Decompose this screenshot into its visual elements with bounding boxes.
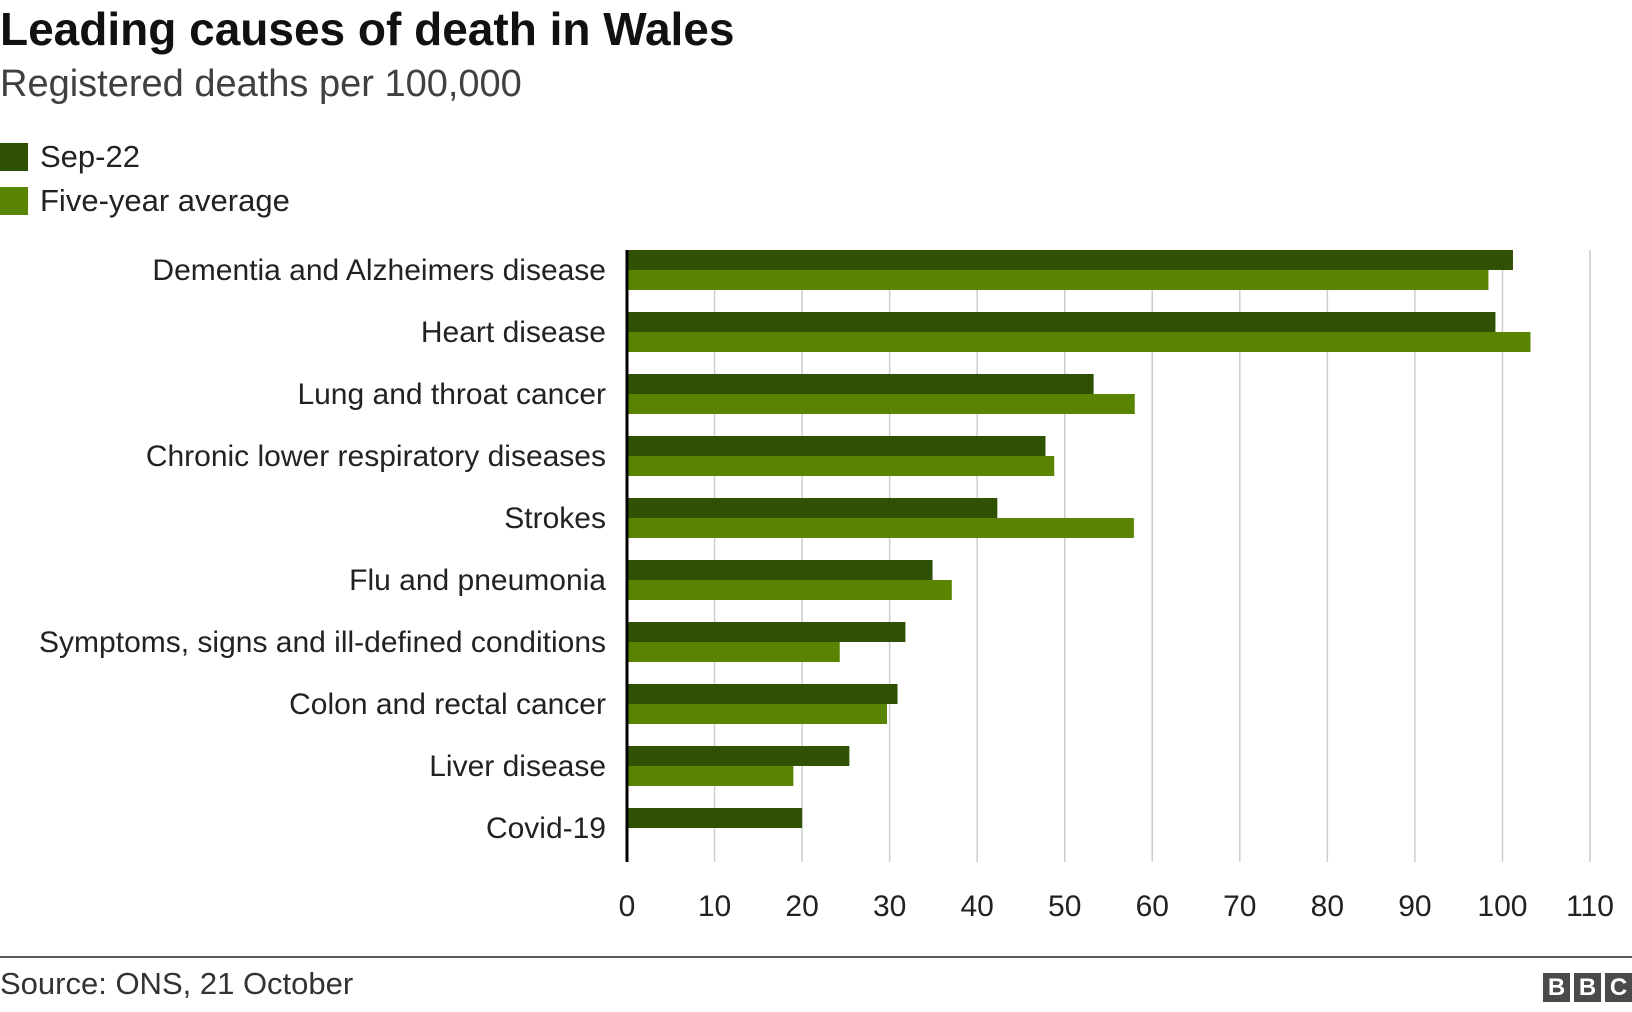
bar (627, 808, 803, 828)
category-label: Colon and rectal cancer (289, 688, 606, 721)
bar (627, 746, 850, 766)
category-label: Chronic lower respiratory diseases (146, 440, 606, 473)
category-label: Covid-19 (486, 812, 606, 845)
category-label: Flu and pneumonia (349, 564, 606, 597)
x-tick-label: 10 (698, 890, 731, 923)
legend-swatch-sep-22 (0, 143, 28, 171)
bar (627, 436, 1046, 456)
bar (627, 642, 840, 662)
bar (627, 766, 794, 786)
x-tick-label: 110 (1566, 890, 1614, 923)
chart-subtitle: Registered deaths per 100,000 (0, 63, 522, 105)
bar (627, 374, 1094, 394)
legend-item-sep-22: Sep-22 (0, 135, 290, 179)
bar (627, 622, 906, 642)
bar (627, 394, 1135, 414)
bar (627, 250, 1513, 270)
x-tick-label: 30 (873, 890, 906, 923)
bar (627, 684, 898, 704)
legend: Sep-22 Five-year average (0, 135, 290, 223)
x-tick-label: 90 (1398, 890, 1431, 923)
category-label: Symptoms, signs and ill-defined conditio… (39, 626, 606, 659)
x-tick-label: 0 (619, 890, 636, 923)
x-tick-label: 70 (1223, 890, 1256, 923)
bbc-logo-letter: B (1543, 973, 1570, 1002)
bar (627, 456, 1055, 476)
source-note: Source: ONS, 21 October (0, 966, 354, 1001)
bbc-logo: B B C (1543, 973, 1632, 1002)
bbc-logo-letter: C (1605, 973, 1632, 1002)
x-tick-label: 50 (1048, 890, 1081, 923)
legend-label-five-year-average: Five-year average (40, 183, 290, 218)
legend-swatch-five-year-average (0, 187, 28, 215)
x-tick-label: 100 (1477, 890, 1527, 923)
category-label: Liver disease (429, 750, 606, 783)
footer-divider (0, 956, 1632, 958)
bar (627, 270, 1489, 290)
category-label: Dementia and Alzheimers disease (152, 254, 606, 287)
category-label: Lung and throat cancer (297, 378, 606, 411)
bar (627, 518, 1134, 538)
bar (627, 498, 998, 518)
bar-chart: Dementia and Alzheimers disease Heart dis… (39, 250, 1614, 923)
legend-item-five-year-average: Five-year average (0, 179, 290, 223)
bar (627, 560, 933, 580)
legend-label-sep-22: Sep-22 (40, 139, 140, 174)
chart-title: Leading causes of death in Wales (0, 3, 735, 55)
x-tick-label: 80 (1311, 890, 1344, 923)
bar (627, 704, 888, 724)
category-label: Strokes (504, 502, 606, 535)
bar (627, 332, 1531, 352)
category-label: Heart disease (421, 316, 606, 349)
x-tick-label: 20 (785, 890, 818, 923)
x-tick-label: 60 (1136, 890, 1169, 923)
bbc-logo-letter: B (1574, 973, 1601, 1002)
bar (627, 580, 952, 600)
bar (627, 312, 1496, 332)
x-tick-label: 40 (960, 890, 993, 923)
